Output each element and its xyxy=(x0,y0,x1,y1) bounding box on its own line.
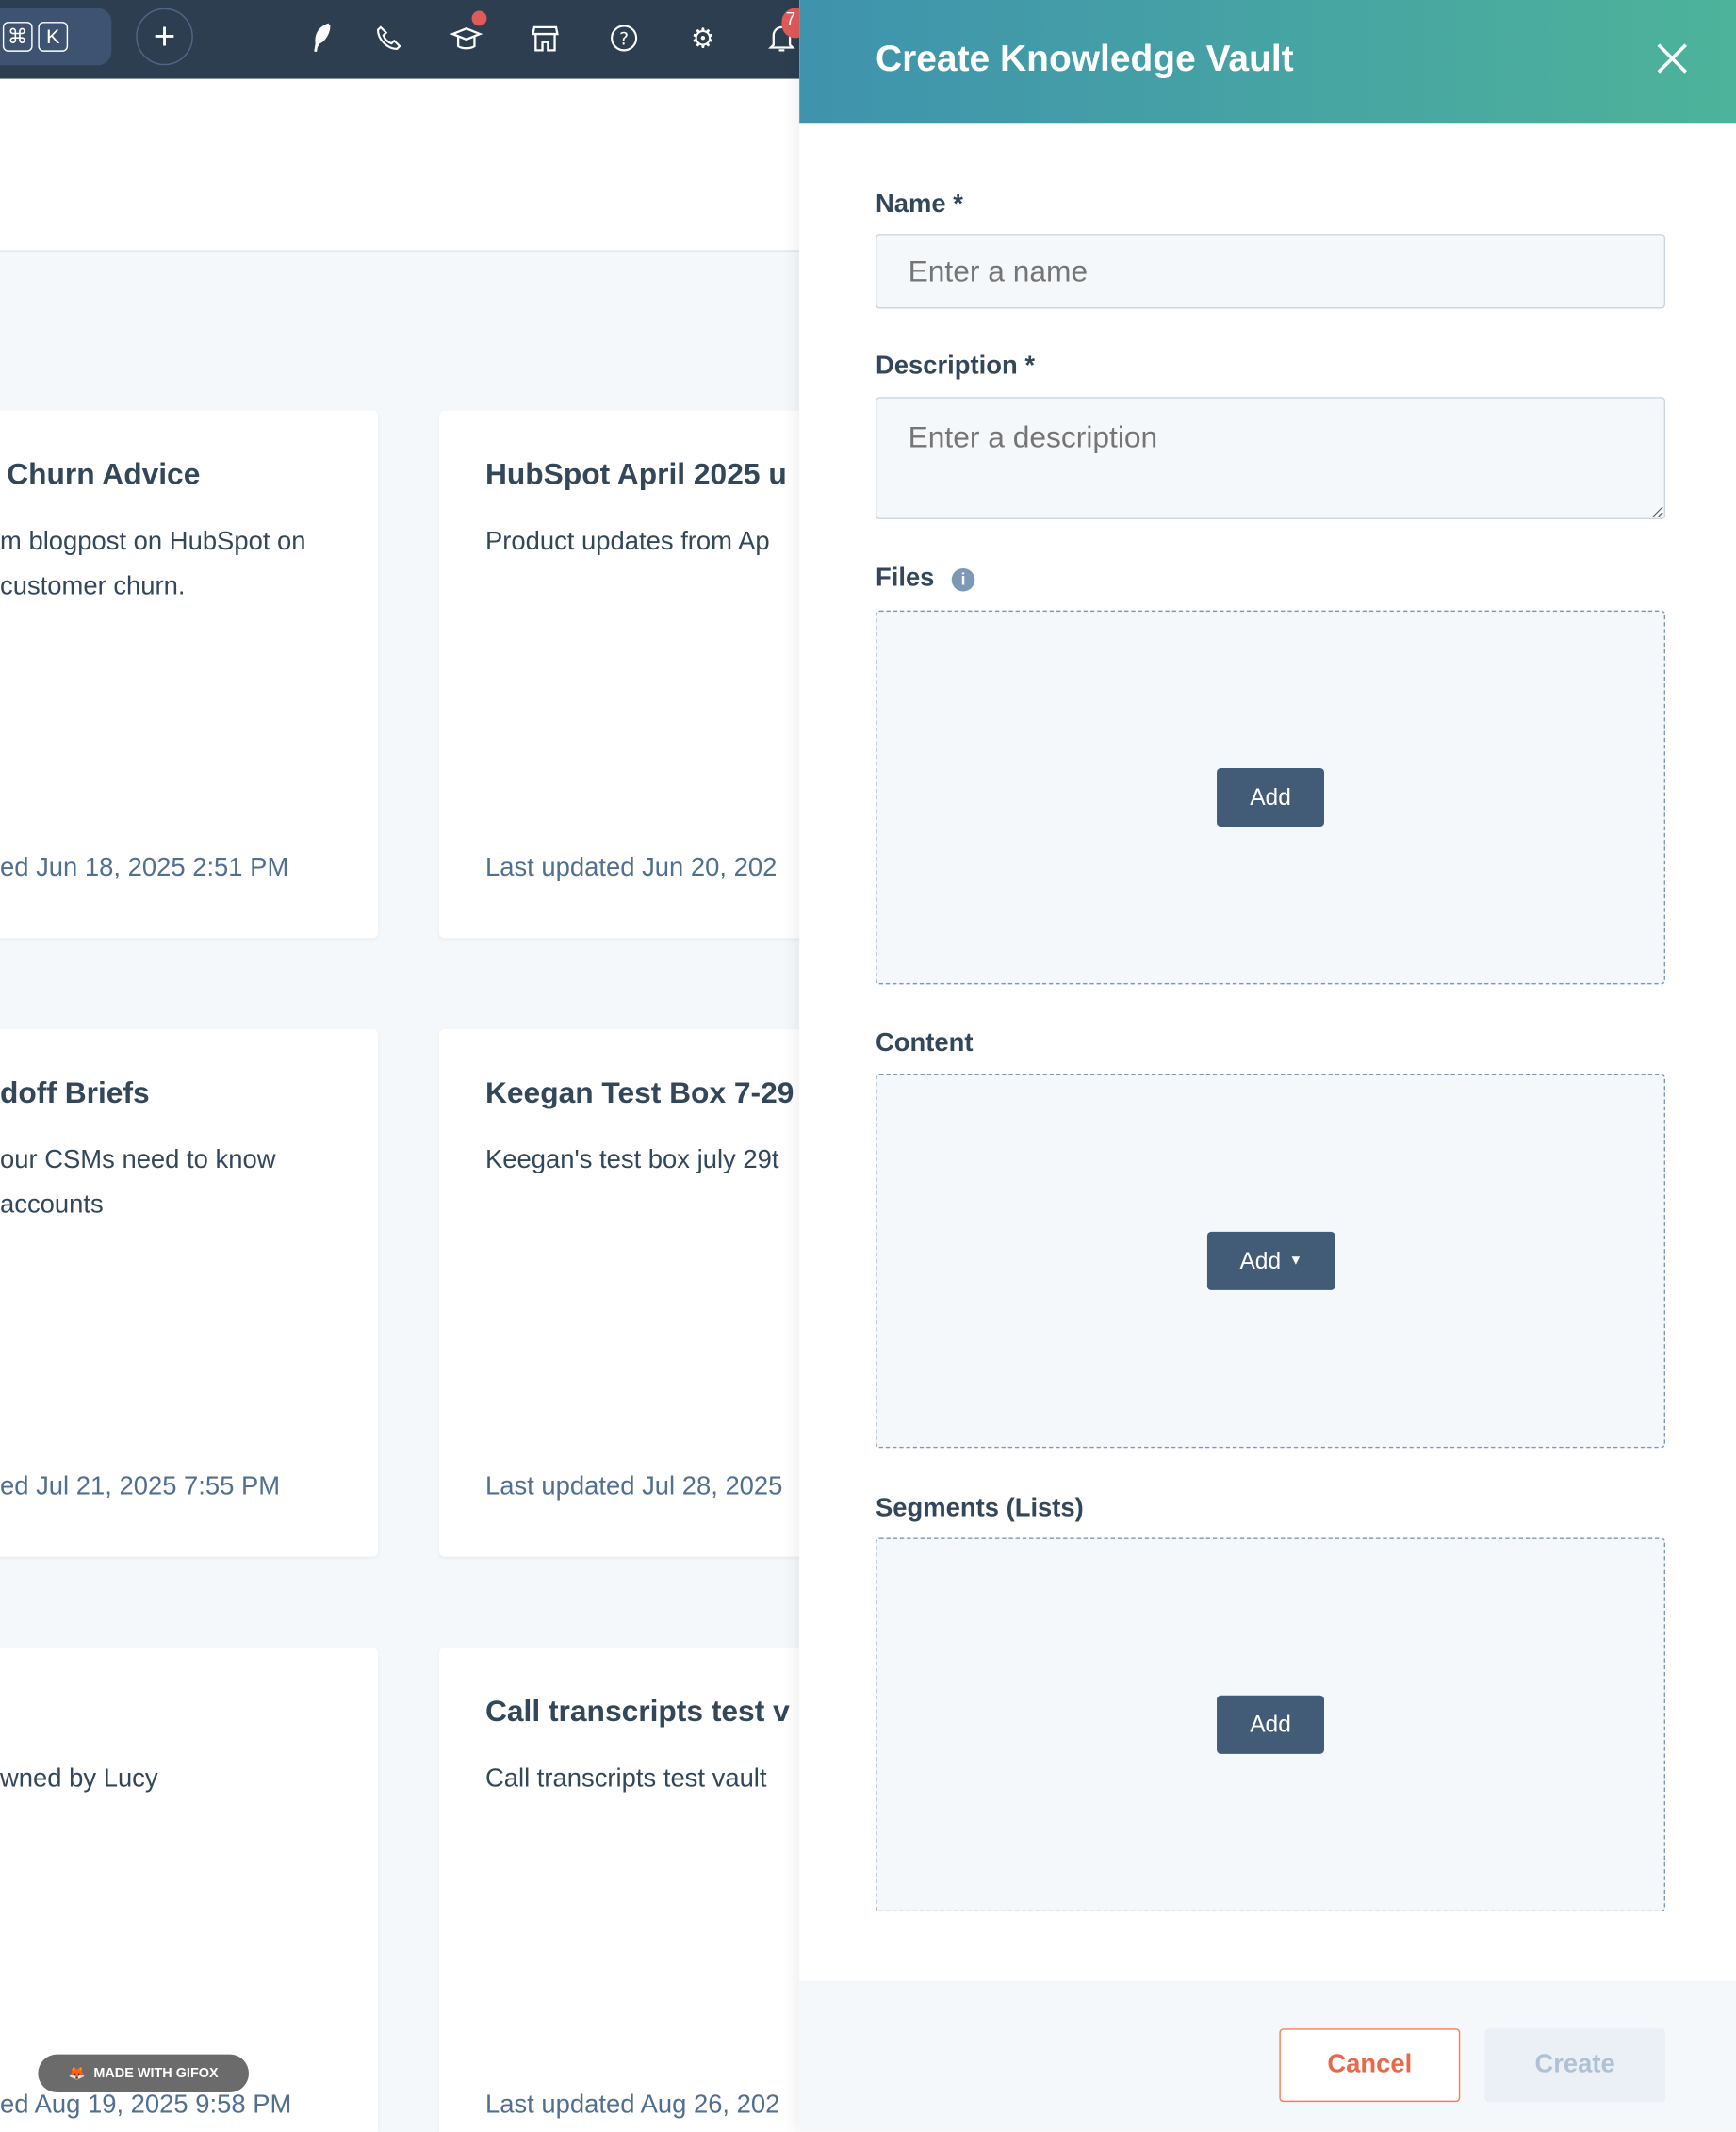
command-key-icon: ⌘ xyxy=(2,22,33,52)
settings-icon[interactable]: ⚙ xyxy=(690,24,715,54)
vault-card[interactable]: doff Briefs our CSMs need to know accoun… xyxy=(0,1028,379,1557)
card-description: Product updates from Ap xyxy=(484,527,770,556)
vault-card[interactable]: Churn Advice m blogpost on HubSpot on cu… xyxy=(0,410,379,939)
content-add-dropdown-button[interactable]: Add ▼ xyxy=(1206,1231,1335,1290)
card-title: Churn Advice xyxy=(7,456,201,491)
cancel-button[interactable]: Cancel xyxy=(1279,2028,1461,2103)
panel-title: Create Knowledge Vault xyxy=(875,38,1294,79)
feather-icon[interactable] xyxy=(303,19,341,57)
close-icon[interactable] xyxy=(1656,38,1689,81)
name-label: Name * xyxy=(875,189,963,220)
phone-icon[interactable] xyxy=(369,19,407,57)
content-label: Content xyxy=(875,1028,974,1058)
segments-add-button[interactable]: Add xyxy=(1217,1695,1324,1754)
create-button[interactable]: Create xyxy=(1484,2028,1666,2103)
gifox-watermark: 🦊 MADE WITH GIFOX xyxy=(38,2054,249,2093)
card-last-updated: ed Jul 21, 2025 7:55 PM xyxy=(0,1472,281,1501)
card-description: m blogpost on HubSpot on customer churn. xyxy=(0,527,306,601)
page-header xyxy=(0,78,800,252)
card-description: wned by Lucy xyxy=(0,1764,158,1794)
command-palette-button[interactable]: ⌘ K xyxy=(0,8,112,66)
card-last-updated: ed Jun 18, 2025 2:51 PM xyxy=(0,853,289,883)
panel-footer: Cancel Create xyxy=(799,1980,1736,2132)
fox-logo-icon: 🦊 xyxy=(68,2065,86,2081)
description-label: Description * xyxy=(875,352,1036,381)
card-title: Keegan Test Box 7-29 xyxy=(484,1075,794,1110)
k-key-icon: K xyxy=(38,22,69,52)
card-title: HubSpot April 2025 u xyxy=(484,456,787,491)
card-title: doff Briefs xyxy=(0,1075,150,1110)
files-add-button[interactable]: Add xyxy=(1217,768,1324,828)
card-title: Call transcripts test v xyxy=(484,1694,790,1729)
create-vault-panel: Create Knowledge Vault Name * Descriptio… xyxy=(799,0,1736,2132)
description-textarea[interactable] xyxy=(875,397,1666,520)
card-last-updated: Last updated Jul 28, 2025 xyxy=(484,1472,783,1501)
card-description: Call transcripts test vault xyxy=(484,1764,767,1794)
watermark-text: MADE WITH GIFOX xyxy=(93,2065,219,2081)
top-nav-bar: ⌘ K + ? ⚙ 7 xyxy=(0,0,810,79)
card-last-updated: ed Aug 19, 2025 9:58 PM xyxy=(0,2091,292,2120)
name-input[interactable] xyxy=(875,234,1666,309)
notification-dot xyxy=(471,10,487,26)
content-dropzone[interactable]: Add ▼ xyxy=(875,1074,1666,1449)
card-last-updated: Last updated Jun 20, 202 xyxy=(484,853,778,883)
segments-label: Segments (Lists) xyxy=(875,1494,1084,1523)
create-new-button[interactable]: + xyxy=(136,8,193,66)
content-add-label: Add xyxy=(1239,1247,1282,1273)
caret-down-icon: ▼ xyxy=(1288,1253,1303,1269)
segments-dropzone[interactable]: Add xyxy=(875,1537,1666,1912)
card-description: Keegan's test box july 29t xyxy=(484,1146,779,1175)
card-last-updated: Last updated Aug 26, 202 xyxy=(484,2091,780,2120)
plus-icon: + xyxy=(153,14,176,57)
card-description: our CSMs need to know accounts xyxy=(0,1146,276,1220)
info-icon[interactable]: i xyxy=(951,567,975,592)
files-dropzone[interactable]: Add xyxy=(875,610,1666,985)
files-label: Files xyxy=(875,564,935,593)
academy-icon[interactable] xyxy=(448,19,485,57)
help-icon[interactable]: ? xyxy=(605,19,643,57)
marketplace-icon[interactable] xyxy=(526,19,564,57)
vault-card[interactable]: wned by Lucy ed Aug 19, 2025 9:58 PM xyxy=(0,1648,379,2132)
panel-header: Create Knowledge Vault xyxy=(799,0,1736,124)
svg-text:?: ? xyxy=(619,30,629,50)
